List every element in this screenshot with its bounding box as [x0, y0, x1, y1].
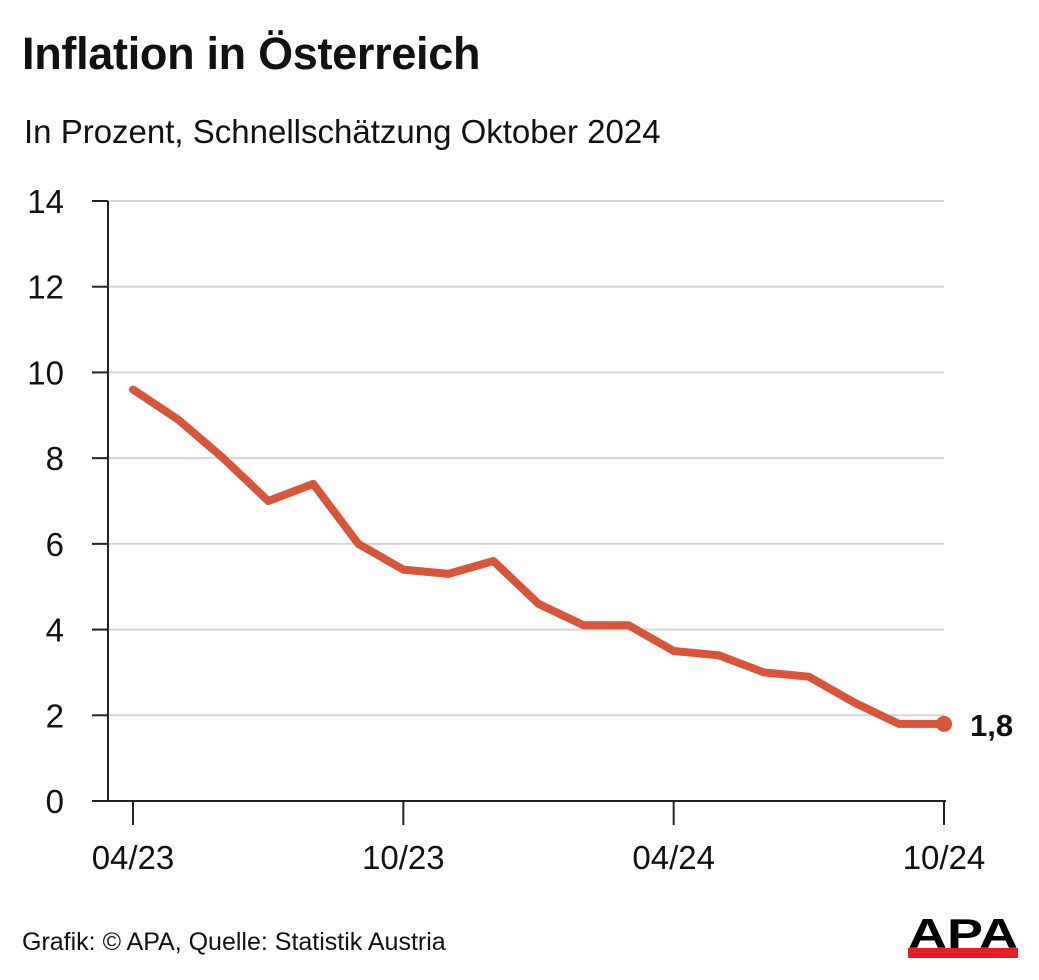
x-tick-label-10-23: 10/23: [362, 839, 445, 876]
gridlines: [108, 200, 944, 717]
end-point-marker: [936, 715, 952, 732]
x-tick-label-10-24: 10/24: [903, 839, 986, 876]
end-value-label: 1,8: [970, 708, 1013, 743]
x-axis-ticks: 04/23 10/23 04/24 10/24: [92, 801, 986, 876]
y-tick-label-6: 6: [46, 526, 64, 563]
y-tick-label-4: 4: [46, 612, 64, 649]
y-tick-label-14: 14: [27, 183, 64, 220]
y-tick-label-0: 0: [46, 783, 64, 820]
source-credit: Grafik: © APA, Quelle: Statistik Austria: [22, 928, 446, 956]
x-tick-label-04-23: 04/23: [92, 839, 175, 876]
chart-title: Inflation in Österreich: [22, 28, 481, 79]
inflation-line-chart: 0 2 4 6 8 10 12 14 04/23 10/23 04/24 10/24 1,8: [27, 183, 1013, 876]
apa-logo-red-bar: [908, 948, 1018, 958]
y-axis-ticks: 0 2 4 6 8 10 12 14: [27, 183, 108, 820]
y-tick-label-10: 10: [27, 354, 64, 391]
chart-subtitle: In Prozent, Schnellschätzung Oktober 202…: [24, 113, 661, 150]
y-tick-label-8: 8: [46, 440, 64, 477]
series-line-0: [129, 385, 948, 728]
y-tick-label-2: 2: [46, 697, 64, 734]
apa-logo: APA: [908, 910, 1018, 958]
x-tick-label-04-24: 04/24: [632, 839, 715, 876]
y-tick-label-12: 12: [27, 269, 64, 306]
series-group: [129, 385, 952, 732]
